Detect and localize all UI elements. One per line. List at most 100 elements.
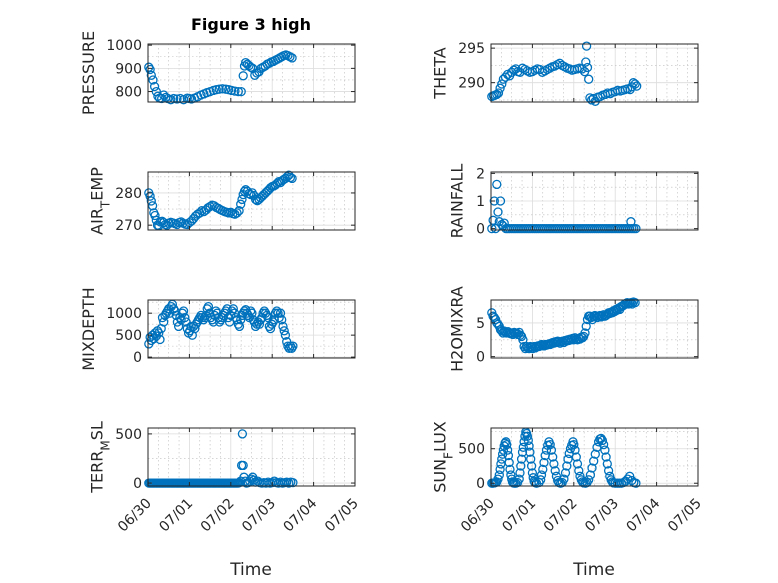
y-tick-label: 0 <box>476 350 485 366</box>
data-point <box>148 75 158 85</box>
data-point <box>584 74 594 84</box>
data-point <box>516 454 527 464</box>
y-axis-label-h2omixra: H2OMIXRA <box>448 286 467 372</box>
data-point <box>278 321 288 332</box>
x-tick-label: 07/03 <box>582 496 622 536</box>
data-point <box>237 194 247 205</box>
data-point <box>526 454 536 464</box>
data-point <box>546 445 557 455</box>
x-tick-label: 06/30 <box>458 496 498 536</box>
y-tick-label: 1000 <box>106 38 142 54</box>
data-point <box>563 454 573 464</box>
y-axis-label-part: EMP <box>88 167 107 201</box>
data-point <box>247 308 257 318</box>
data-point <box>536 470 547 480</box>
data-point <box>253 476 263 486</box>
x-tick-label: 07/05 <box>665 496 705 536</box>
x-tick-label: 07/02 <box>541 496 581 536</box>
data-point <box>582 62 593 73</box>
y-axis-label-part: SUN <box>431 459 450 493</box>
data-point <box>555 338 565 348</box>
data-point <box>603 466 614 476</box>
data-point <box>493 207 503 217</box>
y-tick-label: 280 <box>115 186 142 202</box>
data-point <box>515 330 526 340</box>
x-axis-label-left: Time <box>229 560 272 580</box>
x-tick-label: 07/05 <box>322 496 362 536</box>
data-point <box>159 317 169 327</box>
data-point <box>275 308 286 318</box>
data-point <box>590 449 600 459</box>
data-point <box>172 94 182 104</box>
data-point <box>580 328 590 338</box>
x-tick-label: 07/02 <box>198 496 238 536</box>
data-point <box>287 53 297 63</box>
data-point <box>277 315 287 325</box>
data-point <box>559 474 569 484</box>
y-axis-label-subscript: F <box>442 452 456 459</box>
data-point <box>569 439 579 450</box>
y-tick-label: 0 <box>476 222 485 238</box>
data-point <box>280 330 291 340</box>
data-point <box>560 468 571 478</box>
x-tick-label: 07/03 <box>239 496 279 536</box>
data-point <box>503 450 514 461</box>
data-point <box>145 191 155 201</box>
data-point <box>145 64 155 75</box>
data-point <box>150 210 160 221</box>
data-point <box>262 310 272 321</box>
data-point <box>515 468 525 478</box>
y-tick-label: 500 <box>115 427 142 443</box>
data-point <box>632 81 642 91</box>
y-tick-label: 1 <box>476 194 485 210</box>
data-point <box>597 435 608 446</box>
data-point <box>259 189 269 200</box>
data-point <box>581 321 591 331</box>
y-tick-label: 0 <box>133 476 142 492</box>
data-point <box>246 62 256 72</box>
panel-rainfall: 0 1 2 RAINFALL <box>448 164 699 238</box>
x-tick-label: 06/30 <box>115 496 155 536</box>
x-tick-label: 07/01 <box>499 496 539 536</box>
data-point <box>525 447 535 457</box>
data-point <box>214 84 224 94</box>
data-point <box>518 442 528 452</box>
y-tick-label: 295 <box>458 41 485 57</box>
data-point <box>495 83 505 93</box>
data-point <box>228 304 238 314</box>
data-point <box>601 452 611 462</box>
y-axis-label-part: LUX <box>431 421 450 452</box>
data-point <box>631 223 641 234</box>
y-tick-label: 500 <box>115 328 142 344</box>
data-point <box>495 196 506 206</box>
y-tick-label: 0 <box>133 350 142 366</box>
data-point <box>213 312 224 323</box>
y-tick-label: 900 <box>115 61 142 77</box>
data-point <box>144 62 154 72</box>
data-point <box>493 88 504 98</box>
data-point <box>492 179 502 190</box>
data-point <box>147 201 158 211</box>
data-point <box>514 474 524 484</box>
y-tick-label: 5 <box>476 316 485 332</box>
data-point <box>548 452 558 462</box>
data-point <box>553 475 563 486</box>
axes-box-h2omixra <box>490 299 699 359</box>
data-point <box>536 475 546 485</box>
data-point <box>509 65 519 75</box>
x-tick-label: 07/04 <box>281 495 321 535</box>
data-point <box>494 470 504 480</box>
data-point <box>550 466 560 476</box>
data-point <box>268 317 278 327</box>
y-tick-label: 290 <box>458 76 485 92</box>
data-point <box>242 186 253 196</box>
x-tick-label: 07/01 <box>156 496 196 536</box>
y-tick-label: 0 <box>476 476 485 492</box>
data-point <box>230 86 240 96</box>
data-point <box>602 459 612 469</box>
data-point <box>572 459 583 469</box>
data-point <box>226 85 237 96</box>
data-point <box>238 71 248 81</box>
data-point <box>571 452 581 462</box>
data-point <box>149 81 160 92</box>
